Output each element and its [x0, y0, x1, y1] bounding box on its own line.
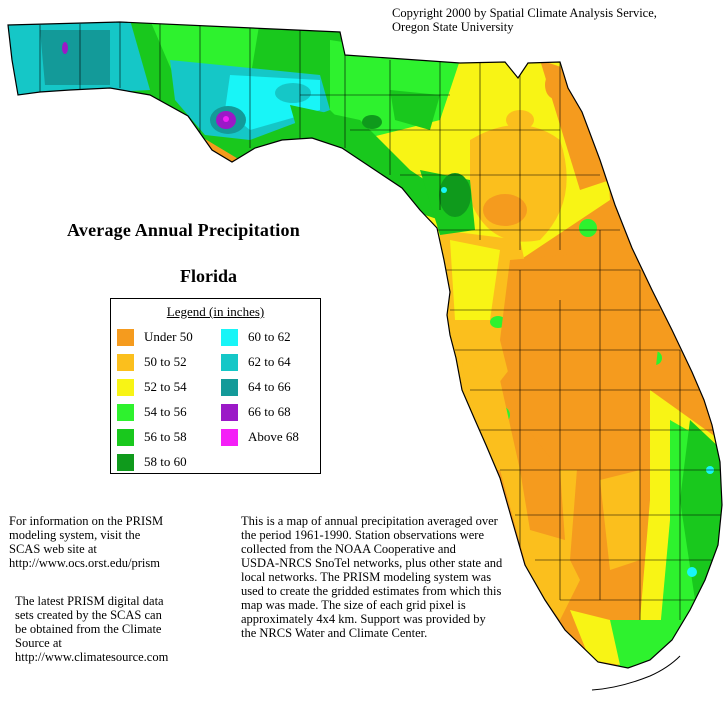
legend-swatch: [117, 428, 134, 446]
map-description: This is a map of annual precipitation av…: [241, 514, 537, 640]
copyright-line-1: Copyright 2000 by Spatial Climate Analys…: [392, 6, 657, 20]
legend-label: 56 to 58: [144, 429, 187, 444]
prism-info-line: For information on the PRISM: [9, 514, 164, 528]
description-line: local networks. The PRISM modeling syste…: [241, 570, 492, 584]
county-boundaries: [39, 22, 722, 620]
prism-url-link[interactable]: http://www.ocs.orst.edu/prism: [9, 556, 160, 570]
prism-info-line: SCAS web site at: [9, 542, 97, 556]
copyright-line-2: Oregon State University: [392, 20, 514, 34]
legend-swatch: [117, 328, 134, 346]
legend-item-62-to-64: 62 to 64: [221, 353, 291, 371]
legend-label: 60 to 62: [248, 329, 291, 344]
legend-title: Legend (in inches): [166, 304, 265, 319]
legend-swatch: [221, 428, 238, 446]
description-line: the period 1961-1990. Station observatio…: [241, 528, 485, 542]
legend-label: 66 to 68: [248, 404, 291, 419]
legend-item-66-to-68: 66 to 68: [221, 403, 291, 421]
legend-swatch: [221, 353, 238, 371]
legend-label: Above 68: [248, 429, 299, 444]
legend-item-50-to-52: 50 to 52: [117, 353, 187, 371]
legend-swatch: [221, 378, 238, 396]
description-line: map was made. The size of each grid pixe…: [241, 598, 466, 612]
legend-swatch: [117, 353, 134, 371]
map-title: Average Annual Precipitation: [67, 220, 300, 240]
digital-info-line: be obtained from the Climate: [15, 622, 162, 636]
legend-swatch: [221, 328, 238, 346]
legend-item-under-50: Under 50: [117, 328, 193, 346]
legend-item-64-to-66: 64 to 66: [221, 378, 291, 396]
legend-swatch: [117, 403, 134, 421]
legend-label: Under 50: [144, 329, 193, 344]
digital-info-line: sets created by the SCAS can: [15, 608, 162, 622]
legend-swatch: [221, 403, 238, 421]
legend-label: 64 to 66: [248, 379, 291, 394]
prism-info-text: For information on the PRISM modeling sy…: [9, 514, 209, 570]
legend-item-56-to-58: 56 to 58: [117, 428, 187, 446]
state-name: Florida: [180, 266, 237, 286]
description-line: used to create the gridded estimates fro…: [241, 584, 502, 598]
description-line: the NRCS Water and Climate Center.: [241, 626, 428, 640]
legend-label: 50 to 52: [144, 354, 187, 369]
description-line: approximately 4x4 km. Support was provid…: [241, 612, 486, 626]
digital-info-line: The latest PRISM digital data: [15, 594, 164, 608]
legend: Legend (in inches) Under 50 50 to 52 52 …: [110, 298, 321, 474]
legend-item-60-to-62: 60 to 62: [221, 328, 291, 346]
legend-item-58-to-60: 58 to 60: [117, 453, 187, 471]
legend-label: 58 to 60: [144, 454, 187, 469]
climatesource-url-link[interactable]: http://www.climatesource.com: [15, 650, 169, 664]
legend-label: 54 to 56: [144, 404, 187, 419]
digital-info-line: Source at: [15, 636, 62, 650]
legend-swatch: [117, 453, 134, 471]
description-line: collected from the NOAA Cooperative and: [241, 542, 456, 556]
legend-label: 62 to 64: [248, 354, 291, 369]
legend-item-above-68: Above 68: [221, 428, 299, 446]
description-line: This is a map of annual precipitation av…: [241, 514, 498, 528]
copyright-notice: Copyright 2000 by Spatial Climate Analys…: [392, 6, 712, 34]
florida-keys: [591, 655, 681, 691]
digital-data-info-text: The latest PRISM digital data sets creat…: [15, 594, 205, 664]
legend-label: 52 to 54: [144, 379, 187, 394]
legend-item-54-to-56: 54 to 56: [117, 403, 187, 421]
legend-swatch: [117, 378, 134, 396]
legend-item-52-to-54: 52 to 54: [117, 378, 187, 396]
prism-info-line: modeling system, visit the: [9, 528, 141, 542]
description-line: USDA-NRCS SnoTel networks, plus other st…: [241, 556, 503, 570]
